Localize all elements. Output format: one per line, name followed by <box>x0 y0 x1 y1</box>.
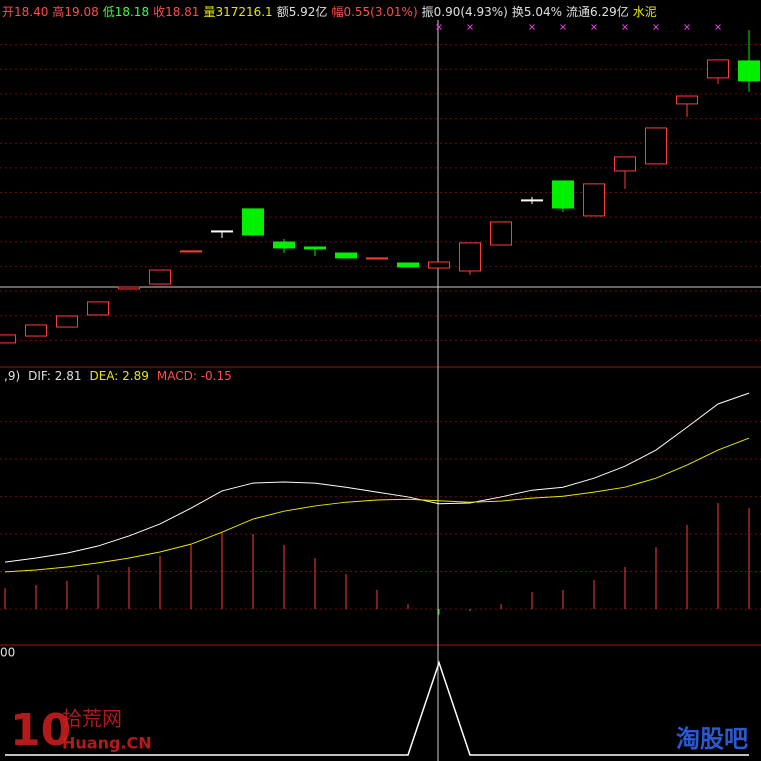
watermark-brand: 淘股吧 <box>676 725 748 753</box>
legend-entry: DIF: 2.81 <box>28 369 81 383</box>
candle-body <box>87 301 109 316</box>
watermark-site: 拾荒网 <box>62 707 122 731</box>
candle-body <box>56 315 78 328</box>
signal-marker <box>436 24 442 30</box>
watermark-domain: Huang.CN <box>62 734 152 753</box>
candle-body <box>490 221 512 246</box>
quote-header: 开18.40 高19.08 低18.18 收18.81 量317216.1 额5.92亿幅… <box>2 4 661 20</box>
quote-field: 额5.92亿 <box>276 5 328 19</box>
candle-body <box>428 261 450 269</box>
candle-body <box>583 183 605 217</box>
signal-marker <box>684 24 690 30</box>
candle-body <box>614 156 636 172</box>
quote-field: 幅0.55(3.01%) <box>331 5 418 19</box>
candle-body <box>397 262 419 268</box>
legend-entry: DEA: 2.89 <box>89 369 148 383</box>
quote-field: 收18.81 <box>153 5 200 19</box>
candle-body <box>25 324 47 337</box>
quote-field: 换5.04% <box>511 5 562 19</box>
signal-line <box>5 660 749 756</box>
candle-body <box>118 286 140 290</box>
candle-body <box>211 230 233 233</box>
candle-body <box>366 257 388 260</box>
signal-marker <box>715 24 721 30</box>
candle-body <box>707 59 729 79</box>
legend-entry: MACD: -0.15 <box>157 369 232 383</box>
candle-body <box>180 250 202 253</box>
indicator-line <box>4 437 750 573</box>
candle-body <box>459 242 481 272</box>
quote-field: 开18.40 <box>2 5 49 19</box>
signal-marker <box>591 24 597 30</box>
macd-params: ,9) DIF: 2.81 DEA: 2.89 MACD: -0.15 <box>4 369 232 383</box>
candle-body <box>676 95 698 105</box>
candle-body <box>521 199 543 202</box>
candle-body <box>335 252 357 259</box>
panel-label: 00 <box>0 646 15 660</box>
quote-field: 高19.08 <box>52 5 99 19</box>
quote-field: 水泥 <box>632 5 657 19</box>
candle-body <box>304 246 326 250</box>
candle-body <box>738 60 760 82</box>
quote-field: 振0.90(4.93%) <box>421 5 508 19</box>
watermark-logo: 10 <box>10 705 71 756</box>
signal-marker <box>653 24 659 30</box>
candle-body <box>273 241 295 249</box>
quote-field: 低18.18 <box>102 5 150 19</box>
legend-entry: ,9) <box>4 369 20 383</box>
quote-field: 流通6.29亿 <box>566 5 629 19</box>
candle-body <box>552 180 574 209</box>
signal-marker <box>560 24 566 30</box>
marks <box>0 24 761 756</box>
candle-body <box>645 127 667 165</box>
indicator-line <box>4 392 750 563</box>
candle-body <box>0 334 16 344</box>
signal-marker <box>529 24 535 30</box>
candle-body <box>149 269 171 285</box>
signal-marker <box>622 24 628 30</box>
quote-field: 量317216.1 <box>203 5 273 19</box>
signal-marker <box>467 24 473 30</box>
candle-body <box>242 208 264 236</box>
